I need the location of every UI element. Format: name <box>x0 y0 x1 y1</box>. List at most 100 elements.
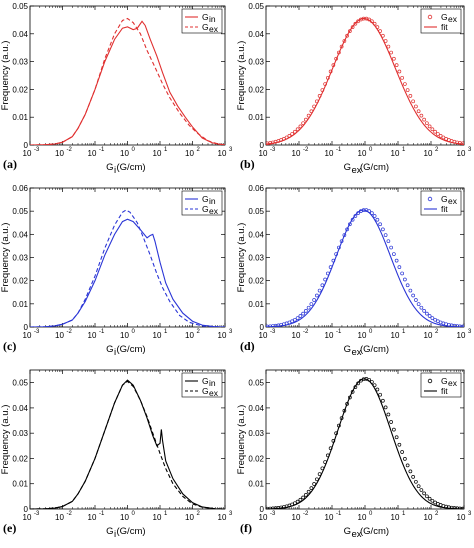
x-tick-exponent: 1 <box>164 329 168 335</box>
y-tick-label: 0.06 <box>12 184 28 193</box>
data-marker <box>392 427 396 432</box>
data-marker <box>397 265 402 269</box>
y-tick-label: 0.04 <box>12 404 28 413</box>
y-tick-label: 0.02 <box>248 454 264 463</box>
x-tick-exponent: 3 <box>229 511 233 517</box>
x-axis-label-sub: i <box>114 347 116 358</box>
fit-line <box>266 209 464 327</box>
x-tick-label: 10 <box>424 331 433 340</box>
data-marker <box>405 463 410 468</box>
data-marker <box>328 69 333 74</box>
x-tick-label: 10 <box>23 331 32 340</box>
panel-c: 10 -3 10 -2 10 -1 10 0 10 1 10 2 10 300.010.020.030.0… <box>0 184 233 358</box>
legend-label: fit <box>441 22 448 32</box>
y-tick-label: 0.01 <box>248 480 264 489</box>
data-marker <box>320 283 325 288</box>
plot-area <box>266 208 464 327</box>
data-marker <box>315 477 319 482</box>
data-marker <box>315 99 319 104</box>
x-tick-exponent: -2 <box>303 511 309 517</box>
x-tick-label: 10 <box>218 149 227 158</box>
x-axis-label-sub: ex <box>352 347 362 358</box>
legend-box <box>420 8 462 34</box>
x-axis-label: G <box>106 344 113 355</box>
x-tick-exponent: 0 <box>369 511 373 517</box>
data-marker <box>414 479 418 484</box>
data-marker <box>394 435 399 440</box>
data-marker <box>425 311 429 316</box>
data-marker <box>312 104 316 109</box>
data-marker <box>326 271 330 276</box>
data-marker <box>348 29 352 33</box>
x-tick-exponent: -1 <box>336 147 342 153</box>
x-axis-label-units: (G/cm) <box>360 526 389 537</box>
data-marker <box>383 39 388 43</box>
data-marker <box>328 446 333 451</box>
x-tick-label: 10 <box>55 513 64 522</box>
x-axis-label-units: (G/cm) <box>117 526 146 537</box>
y-tick-label: 0 <box>24 505 29 514</box>
data-marker <box>331 258 336 263</box>
data-marker <box>392 252 396 256</box>
data-marker <box>411 99 415 104</box>
y-axis-label: Frequency (a.u.) <box>0 405 11 475</box>
data-marker <box>372 214 377 218</box>
data-marker <box>282 136 286 141</box>
data-marker <box>348 395 352 400</box>
x-tick-exponent: -1 <box>336 329 342 335</box>
data-marker <box>425 494 429 499</box>
data-marker <box>386 412 391 417</box>
y-tick-label: 0.02 <box>12 85 28 94</box>
legend-box <box>181 8 223 34</box>
x-tick-exponent: -3 <box>270 147 276 153</box>
x-tick-exponent: 2 <box>197 511 201 517</box>
data-marker <box>433 317 437 322</box>
x-tick-label: 10 <box>218 331 227 340</box>
y-tick-label: 0.05 <box>248 207 264 216</box>
x-tick-label: 10 <box>457 331 466 340</box>
legend-label-sub: ex <box>209 388 219 398</box>
x-tick-exponent: -3 <box>270 329 276 335</box>
y-tick-label: 0 <box>260 141 265 150</box>
y-axis-label: Frequency (a.u.) <box>236 405 247 475</box>
data-marker <box>438 134 443 138</box>
data-marker <box>345 33 349 38</box>
data-marker <box>427 124 432 129</box>
data-marker <box>381 227 385 232</box>
data-marker <box>353 21 358 26</box>
data-marker <box>367 17 371 22</box>
data-marker <box>372 383 377 388</box>
data-marker <box>339 44 344 49</box>
legend-marker-symbol <box>427 14 433 20</box>
data-marker <box>293 317 297 322</box>
data-marker <box>400 75 404 80</box>
x-axis-label-sub: i <box>114 165 116 176</box>
x-tick-exponent: 2 <box>197 147 201 153</box>
data-marker <box>312 482 316 486</box>
data-marker <box>298 124 303 129</box>
series-line-gex <box>30 17 225 145</box>
data-marker <box>441 135 446 140</box>
data-marker <box>306 489 311 494</box>
y-tick-label: 0 <box>260 323 265 332</box>
x-tick-exponent: 3 <box>468 511 472 517</box>
data-marker <box>350 25 355 29</box>
data-marker <box>290 319 294 324</box>
data-marker <box>295 316 300 320</box>
legend-marker-symbol <box>427 196 433 202</box>
panel-b: 10 -3 10 -2 10 -1 10 0 10 1 10 2 10 300.010.020.030.0… <box>236 2 472 176</box>
legend-label: fit <box>441 386 448 396</box>
data-marker <box>293 129 297 134</box>
x-tick-label: 10 <box>185 149 194 158</box>
data-marker <box>356 19 360 24</box>
x-tick-exponent: 1 <box>402 511 406 517</box>
data-marker <box>430 316 435 320</box>
y-tick-label: 0.03 <box>12 429 28 438</box>
x-tick-label: 10 <box>292 331 301 340</box>
x-tick-label: 10 <box>391 513 400 522</box>
x-axis-label: G <box>344 162 351 173</box>
data-marker <box>411 293 415 298</box>
data-marker <box>328 265 333 269</box>
